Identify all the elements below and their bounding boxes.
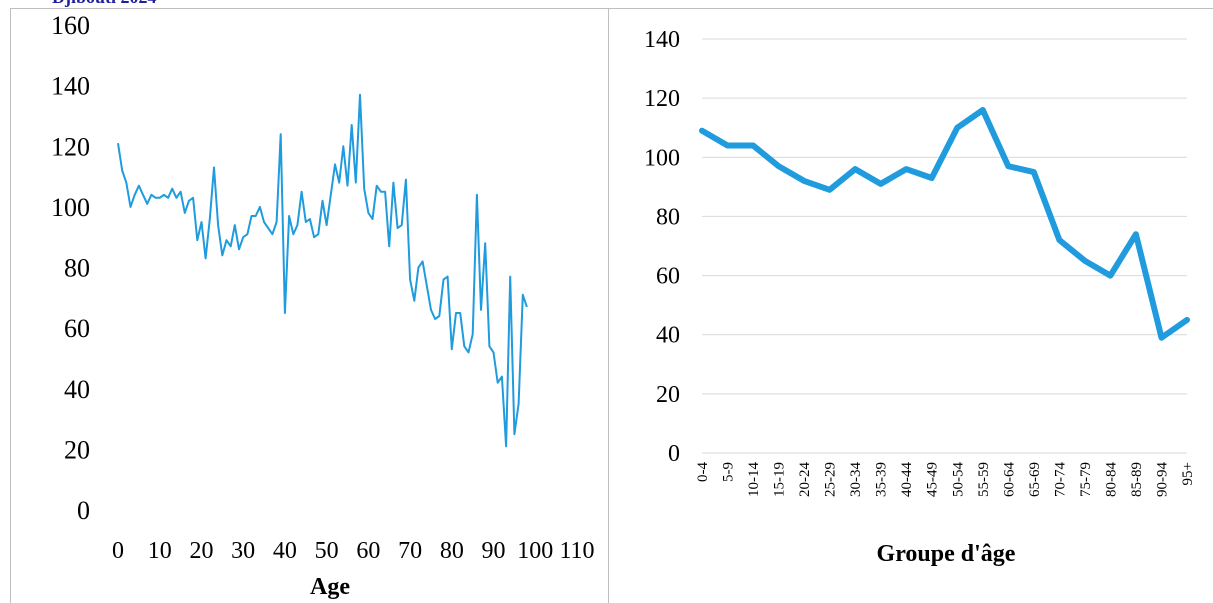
right-gridlines	[702, 38, 1187, 454]
x-axis-title-age: Age	[310, 574, 350, 600]
x-tick-label: 0-4	[695, 462, 711, 482]
x-tick-label: 30-34	[848, 462, 864, 497]
y-tick-label: 60	[64, 314, 90, 343]
y-tick-label: 160	[51, 11, 90, 40]
series-line-age	[117, 93, 528, 448]
x-tick-label: 85-89	[1129, 462, 1145, 497]
y-tick-label: 140	[644, 27, 680, 53]
right-y-tick-labels: 0 20 40 60 80 100 120 140	[644, 27, 680, 467]
y-tick-label: 100	[644, 145, 680, 171]
x-tick-label: 40-44	[899, 462, 915, 497]
chart-age: 0 20 40 60 80 100 120 140 160 0 10 20 30 40 50 60 70 80 9…	[51, 11, 595, 600]
y-tick-label: 140	[51, 72, 90, 101]
x-tick-label: 50-54	[950, 462, 966, 497]
right-data-points	[700, 108, 1189, 340]
x-tick-label: 110	[559, 538, 594, 564]
x-axis-title-age-group: Groupe d'âge	[877, 541, 1016, 567]
y-tick-label: 20	[656, 382, 680, 408]
y-tick-label: 80	[64, 254, 90, 283]
frame-top-line	[10, 8, 1213, 9]
series-line-age-group	[699, 107, 1190, 341]
frame-divider-line	[608, 8, 609, 603]
x-tick-label: 0	[112, 538, 124, 564]
chart-age-group: 0 20 40 60 80 100 120 140 0-4 5-9 10-14 15-19 20-24…	[644, 27, 1196, 567]
x-tick-label: 80-84	[1103, 462, 1119, 497]
frame-left-line	[10, 8, 11, 603]
x-tick-label: 70	[398, 538, 422, 564]
y-tick-label: 40	[64, 375, 90, 404]
x-tick-label: 95+	[1180, 462, 1196, 485]
x-tick-label: 75-79	[1078, 462, 1094, 497]
x-tick-label: 55-59	[976, 462, 992, 497]
x-tick-label: 60-64	[1001, 462, 1017, 497]
x-tick-label: 10-14	[746, 462, 762, 497]
y-tick-label: 60	[656, 264, 680, 290]
x-tick-label: 10	[148, 538, 172, 564]
y-tick-label: 0	[77, 496, 90, 525]
x-tick-label: 100	[517, 538, 553, 564]
x-tick-label: 20-24	[797, 462, 813, 497]
left-y-tick-labels: 0 20 40 60 80 100 120 140 160	[51, 11, 90, 525]
x-tick-label: 60	[356, 538, 380, 564]
y-tick-label: 120	[51, 132, 90, 161]
x-tick-label: 50	[315, 538, 339, 564]
x-tick-label: 80	[440, 538, 464, 564]
x-tick-label: 40	[273, 538, 297, 564]
right-x-tick-labels: 0-4 5-9 10-14 15-19 20-24 25-29 30-34 35-39 40-4…	[695, 462, 1196, 497]
y-tick-label: 40	[656, 323, 680, 349]
x-tick-label: 90	[482, 538, 506, 564]
x-tick-label: 45-49	[925, 462, 941, 497]
x-tick-label: 35-39	[874, 462, 890, 497]
x-tick-label: 25-29	[823, 462, 839, 497]
x-tick-label: 90-94	[1154, 462, 1170, 497]
y-tick-label: 80	[656, 204, 680, 230]
x-tick-label: 15-19	[772, 462, 788, 497]
x-tick-label: 20	[189, 538, 213, 564]
x-tick-label: 30	[231, 538, 255, 564]
top-caption: Djibouti 2024	[52, 0, 157, 8]
left-data-points	[117, 94, 528, 448]
left-x-tick-labels: 0 10 20 30 40 50 60 70 80 90 100 110	[112, 538, 595, 564]
x-tick-label: 70-74	[1052, 462, 1068, 497]
x-tick-label: 65-69	[1027, 462, 1043, 497]
x-tick-label: 5-9	[721, 462, 737, 482]
y-tick-label: 0	[668, 441, 680, 467]
y-tick-label: 120	[644, 86, 680, 112]
y-tick-label: 100	[51, 193, 90, 222]
y-tick-label: 20	[64, 435, 90, 464]
